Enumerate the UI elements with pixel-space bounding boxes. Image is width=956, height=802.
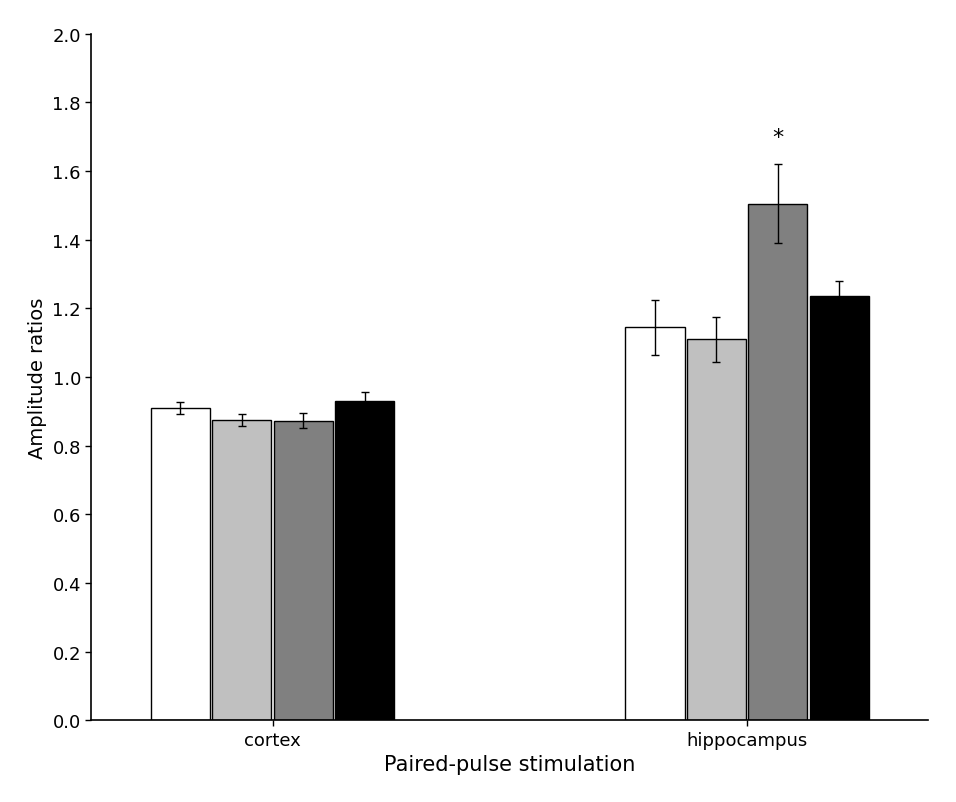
Text: *: * xyxy=(772,128,783,148)
Bar xyxy=(749,205,808,720)
Bar xyxy=(273,421,333,720)
Bar xyxy=(686,340,746,720)
Bar xyxy=(625,328,684,720)
X-axis label: Paired-pulse stimulation: Paired-pulse stimulation xyxy=(384,755,636,774)
Bar xyxy=(212,420,272,720)
Bar xyxy=(151,408,210,720)
Y-axis label: Amplitude ratios: Amplitude ratios xyxy=(28,297,47,458)
Bar xyxy=(336,402,395,720)
Bar xyxy=(810,297,869,720)
